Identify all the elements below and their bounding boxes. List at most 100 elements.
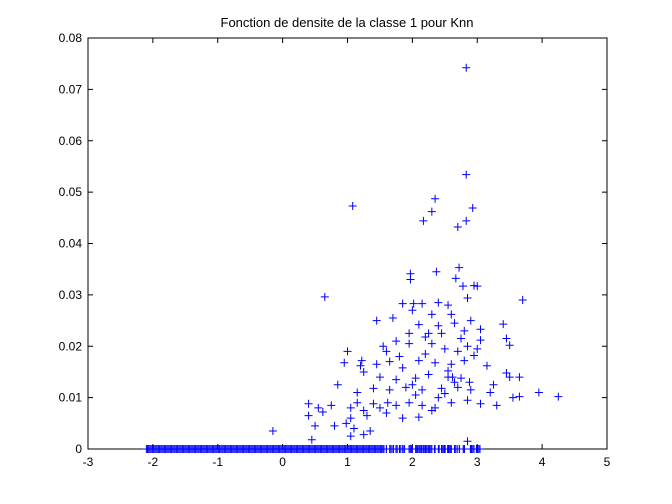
- data-point: [305, 400, 313, 408]
- data-point: [499, 320, 507, 328]
- y-tick-label: 0.05: [59, 185, 83, 199]
- x-tick-label: 2: [409, 455, 416, 469]
- data-point: [476, 400, 484, 408]
- data-point: [457, 335, 465, 343]
- data-point: [392, 376, 400, 384]
- data-point: [467, 386, 475, 394]
- data-point: [432, 268, 440, 276]
- data-point: [373, 317, 381, 325]
- data-point: [425, 371, 433, 379]
- data-point: [467, 317, 475, 325]
- data-point: [405, 340, 413, 348]
- data-point: [305, 412, 313, 420]
- data-point: [369, 400, 377, 408]
- y-tick-label: 0.06: [59, 134, 83, 148]
- data-point: [438, 329, 446, 337]
- data-point: [434, 299, 442, 307]
- data-point: [462, 171, 470, 179]
- data-point: [455, 264, 463, 272]
- data-point: [447, 310, 455, 318]
- data-point: [418, 401, 426, 409]
- data-point: [376, 373, 384, 381]
- data-point: [464, 437, 472, 445]
- data-point: [395, 353, 403, 361]
- data-point: [457, 374, 465, 382]
- data-point: [373, 360, 381, 368]
- data-point: [340, 359, 348, 367]
- data-point: [392, 401, 400, 409]
- x-tick-label: 0: [279, 455, 286, 469]
- data-point: [476, 336, 484, 344]
- data-point: [554, 393, 562, 401]
- data-point: [350, 424, 358, 432]
- data-point: [386, 358, 394, 366]
- data-point: [452, 274, 460, 282]
- data-point: [460, 357, 468, 365]
- data-point: [415, 413, 423, 421]
- data-point: [366, 427, 374, 435]
- data-point: [464, 342, 472, 350]
- data-point: [384, 399, 392, 407]
- data-point: [311, 422, 319, 430]
- data-point: [415, 321, 423, 329]
- x-tick-label: 1: [344, 455, 351, 469]
- data-point: [515, 393, 523, 401]
- data-point: [389, 314, 397, 322]
- y-tick-label: 0.08: [59, 31, 83, 45]
- data-point: [469, 204, 477, 212]
- data-point: [462, 64, 470, 72]
- data-point: [406, 275, 414, 283]
- data-point: [419, 217, 427, 225]
- data-point: [465, 378, 473, 386]
- y-tick-label: 0.02: [59, 339, 83, 353]
- data-point: [408, 306, 416, 314]
- data-point: [451, 319, 459, 327]
- data-point: [321, 293, 329, 301]
- data-point: [535, 388, 543, 396]
- data-point: [464, 294, 472, 302]
- data-point: [447, 399, 455, 407]
- data-point: [412, 391, 420, 399]
- data-point: [509, 394, 517, 402]
- data-point: [353, 388, 361, 396]
- data-point: [358, 357, 366, 365]
- data-point: [434, 394, 442, 402]
- y-tick-label: 0.03: [59, 288, 83, 302]
- data-point: [369, 384, 377, 392]
- data-point: [360, 431, 368, 439]
- x-tick-label: 3: [474, 455, 481, 469]
- data-point: [334, 381, 342, 389]
- data-point: [483, 362, 491, 370]
- chart-title: Fonction de densite de la classe 1 pour …: [221, 15, 474, 30]
- data-point: [331, 422, 339, 430]
- data-point: [460, 327, 468, 335]
- x-tick-label: -3: [83, 455, 94, 469]
- data-point: [349, 202, 357, 210]
- data-point: [399, 414, 407, 422]
- data-point: [319, 408, 327, 416]
- data-point: [459, 282, 467, 290]
- data-point: [344, 347, 352, 355]
- data-point: [327, 401, 335, 409]
- data-point: [444, 301, 452, 309]
- data-point: [428, 208, 436, 216]
- data-point: [405, 329, 413, 337]
- data-point: [449, 373, 457, 381]
- data-point: [418, 300, 426, 308]
- data-point: [421, 350, 429, 358]
- data-point: [462, 217, 470, 225]
- data-point: [269, 427, 277, 435]
- data-point: [347, 404, 355, 412]
- data-point: [441, 345, 449, 353]
- x-tick-label: 4: [539, 455, 546, 469]
- data-point: [342, 419, 350, 427]
- y-axis-ticks: 0 0.01 0.02 0.03 0.04 0.05 0.06 0.07 0.08: [59, 31, 607, 456]
- data-point: [428, 340, 436, 348]
- data-point: [493, 401, 501, 409]
- data-point: [418, 386, 426, 394]
- x-tick-label: 5: [604, 455, 611, 469]
- x-tick-label: -1: [212, 455, 223, 469]
- data-point: [347, 432, 355, 440]
- data-point: [431, 359, 439, 367]
